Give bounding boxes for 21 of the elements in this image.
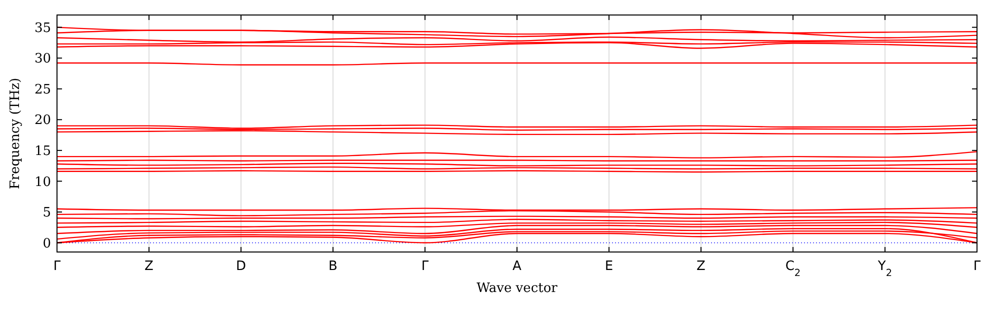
x-tick-label: Z xyxy=(696,259,706,274)
x-tick-label: C$_{2}$ xyxy=(785,259,801,278)
x-tick-label: Z xyxy=(144,259,154,274)
y-tick-label: 5 xyxy=(42,206,51,221)
y-tick-label: 15 xyxy=(34,144,51,159)
y-tick-label: 30 xyxy=(34,52,51,67)
y-tick-label: 10 xyxy=(34,174,51,190)
x-tick-label: Γ xyxy=(421,259,430,274)
y-tick-label: 0 xyxy=(42,236,51,252)
y-tick-label: 35 xyxy=(34,20,51,36)
y-tick-label: 25 xyxy=(34,82,51,98)
x-tick-label: B xyxy=(328,259,338,274)
x-tick-label: E xyxy=(604,259,614,274)
x-tick-label: A xyxy=(512,259,522,274)
x-tick-label: D xyxy=(236,259,246,274)
x-axis-title: Wave vector xyxy=(476,281,558,296)
x-tick-label: Γ xyxy=(53,259,62,274)
x-tick-label: Γ xyxy=(973,259,982,274)
y-tick-label: 20 xyxy=(34,113,51,128)
y-axis-title: Frequency (THz) xyxy=(8,78,23,190)
x-tick-label: Y$_{2}$ xyxy=(876,259,892,278)
